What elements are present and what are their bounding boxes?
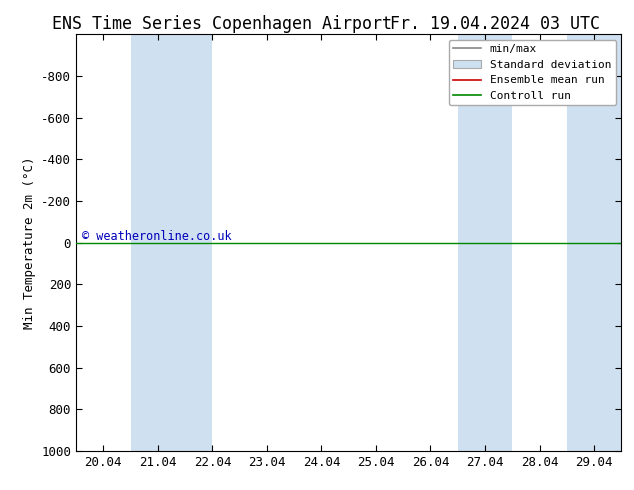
Bar [131,34,185,451]
Y-axis label: Min Temperature 2m (°C): Min Temperature 2m (°C) [23,156,36,329]
Bar [567,34,621,451]
Legend: min/max, Standard deviation, Ensemble mean run, Controll run: min/max, Standard deviation, Ensemble me… [449,40,616,105]
Text: ENS Time Series Copenhagen Airport: ENS Time Series Copenhagen Airport [52,15,392,33]
Bar [185,34,212,451]
Text: © weatheronline.co.uk: © weatheronline.co.uk [82,229,231,243]
Bar [458,34,512,451]
Text: Fr. 19.04.2024 03 UTC: Fr. 19.04.2024 03 UTC [389,15,600,33]
